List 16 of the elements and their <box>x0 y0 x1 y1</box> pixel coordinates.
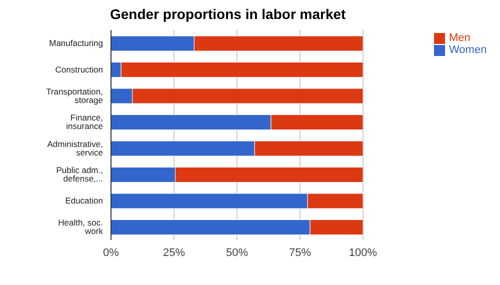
y-tick-label: Construction <box>55 64 104 74</box>
y-tick-label: Finance, insurance <box>66 112 104 132</box>
y-tick-label: Transportation, storage <box>46 86 104 105</box>
x-tick-label: 100% <box>348 246 378 259</box>
legend-label: Men <box>449 32 470 44</box>
legend-label: Women <box>449 44 487 56</box>
y-tick-label: Health, soc. work <box>58 218 104 236</box>
x-tick-label: 25% <box>162 246 186 259</box>
x-tick-label: 0% <box>103 246 120 259</box>
x-tick-label: 50% <box>226 246 248 259</box>
y-tick-label: Public adm., defense,... <box>56 165 103 184</box>
x-tick-label: 75% <box>288 246 312 259</box>
y-tick-label: Education <box>65 196 104 206</box>
chart-title: Gender proportions in labor market <box>110 6 346 22</box>
y-tick-label: Administrative, service <box>47 138 104 158</box>
y-tick-label: Manufacturing <box>49 38 104 48</box>
